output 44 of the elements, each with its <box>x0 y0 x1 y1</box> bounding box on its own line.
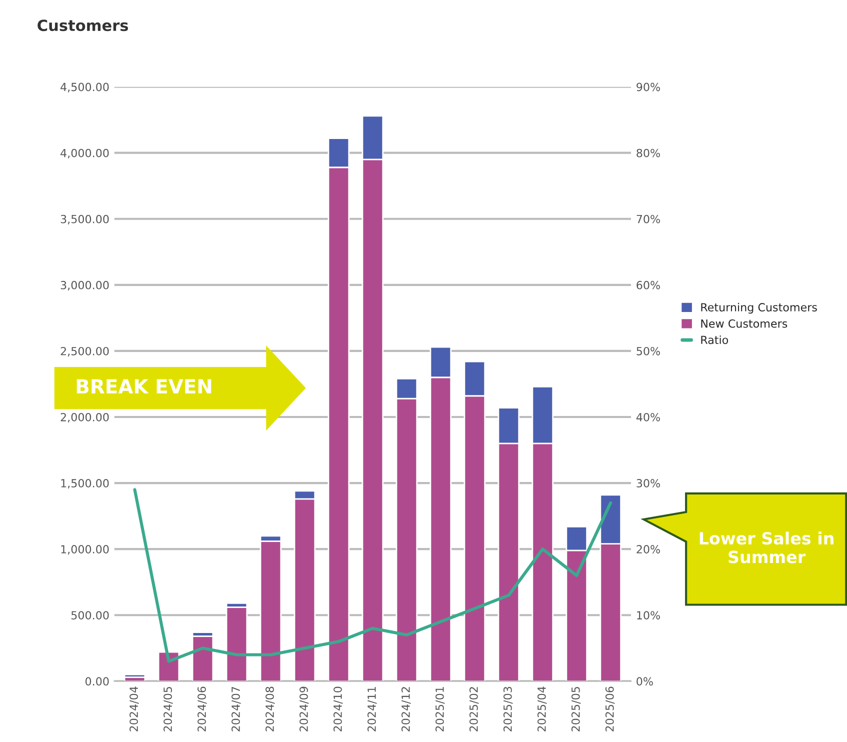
legend-label: New Customers <box>701 319 788 328</box>
y-tick-label: 3,500.00 <box>60 214 109 224</box>
x-tick-label: 2024/08 <box>266 686 275 732</box>
chart-title: Customers <box>38 20 128 32</box>
y-tick-label: 3,000.00 <box>60 280 109 290</box>
bar <box>226 606 248 682</box>
line-series <box>133 488 612 663</box>
y2-tick-label: 60% <box>636 280 660 290</box>
x-tick-label: 2024/05 <box>164 686 173 732</box>
x-tick-label: 2025/03 <box>503 686 513 732</box>
y2-tick-label: 80% <box>636 148 660 158</box>
x-tick-label: 2024/12 <box>401 687 411 732</box>
y2-tick-label: 30% <box>636 479 660 488</box>
x-tick-label: 2025/02 <box>469 687 479 732</box>
legend-label: Returning Customers <box>701 302 817 314</box>
x-tick-label: 2024/04 <box>130 686 139 732</box>
y2-tick-label: 0% <box>636 677 653 686</box>
y-tick-label: 4,500.00 <box>60 82 109 92</box>
x-tick-label: 2024/06 <box>198 686 207 732</box>
legend-label: Ratio <box>701 335 728 344</box>
y-tick-label: 1,000.00 <box>61 545 109 555</box>
annotation: BREAK EVEN <box>76 379 212 394</box>
x-tick-label: 2025/06 <box>605 686 615 732</box>
x-tick-label: 2025/01 <box>435 687 445 732</box>
y2-tick-label: 70% <box>636 214 660 224</box>
y-tick-label: 1,500.00 <box>61 479 109 489</box>
x-tick-label: 2024/09 <box>300 686 309 732</box>
text: Lower Sales in Summer <box>700 532 834 564</box>
y2-tick-label: 10% <box>637 611 660 620</box>
y2-tick-label: 20% <box>636 545 660 554</box>
x-tick-label: 2025/05 <box>571 686 581 732</box>
y2-tick-label: 50% <box>636 346 660 356</box>
x-tick-label: 2025/04 <box>537 686 547 732</box>
y2-tick-label: 90% <box>636 82 660 92</box>
x-tick-label: 2024/07 <box>232 686 241 732</box>
y-tick-label: 4,000.00 <box>60 148 109 158</box>
x-tick-label: 2024/10 <box>334 686 343 732</box>
y2-tick-label: 40% <box>636 412 660 422</box>
y-tick-label: 500.00 <box>71 611 109 620</box>
y-tick-label: 2,500.00 <box>60 346 109 356</box>
y-tick-label: 2,000.00 <box>60 412 109 423</box>
x-tick-label: 2024/11 <box>368 687 377 732</box>
y-tick-label: 0.00 <box>85 677 109 686</box>
bar <box>124 674 146 678</box>
